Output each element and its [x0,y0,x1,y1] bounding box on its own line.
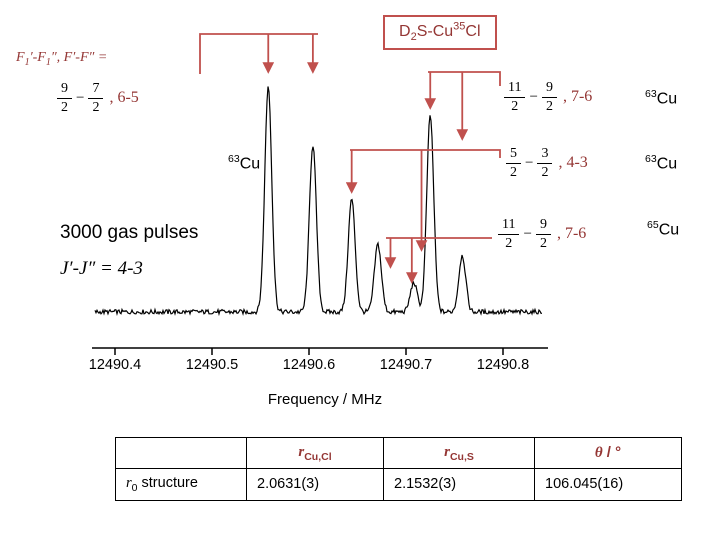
j-transition-label: J′-J″ = 4-3 [60,258,143,279]
molecule-title: D2S-Cu35Cl [399,21,481,44]
minus-sign: − [529,88,538,105]
spectrum-trace [94,86,542,317]
table-corner-cell [115,437,247,469]
x-axis-title: Frequency / MHz [267,391,383,408]
f-quantum-label: , 7-6 [556,225,587,242]
fraction: 11 2 [504,79,526,115]
bracket-line [350,149,501,158]
value-r-cucl: 2.0631(3) [246,468,384,501]
molecule-title-box: D2S-Cu35Cl [383,15,497,50]
fraction: 11 2 [498,216,520,252]
isotope-label-63cu-mid: 63Cu [228,153,261,173]
table-header-row: rCu,Cl rCu,S θ / ° [115,437,682,469]
f-quantum-label: , 6-5 [109,89,139,106]
row-label-r0-structure: r0 structure [115,468,247,501]
bracket-line [428,71,501,86]
isotope-label-65cu-row3: 65Cu [647,219,680,239]
col-header-r-cus: rCu,S [383,437,535,469]
value-theta: 106.045(16) [534,468,682,501]
col-header-r-cucl: rCu,Cl [246,437,384,469]
bracket-line [199,33,318,74]
col-header-theta: θ / ° [534,437,682,469]
f-quantum-label: , 7-6 [562,88,593,105]
value-r-cus: 2.1532(3) [383,468,535,501]
minus-sign: − [523,225,532,242]
structure-table: rCu,Cl rCu,S θ / ° r0 structure 2.0631(3… [115,437,682,501]
isotope-label-63cu-row2: 63Cu [645,153,678,173]
hyperfine-header-label: F1′-F1″, F′-F″ = [16,50,108,68]
gas-pulses-label: 3000 gas pulses [60,222,199,243]
isotope-label-63cu-row1: 63Cu [645,88,678,108]
minus-sign: − [76,89,85,106]
annotation-brackets [199,33,501,284]
x-axis-ticks [114,348,504,355]
minus-sign: − [525,154,534,171]
f-quantum-label: , 4-3 [558,154,588,171]
table-row: r0 structure 2.0631(3) 2.1532(3) 106.045… [115,468,682,501]
